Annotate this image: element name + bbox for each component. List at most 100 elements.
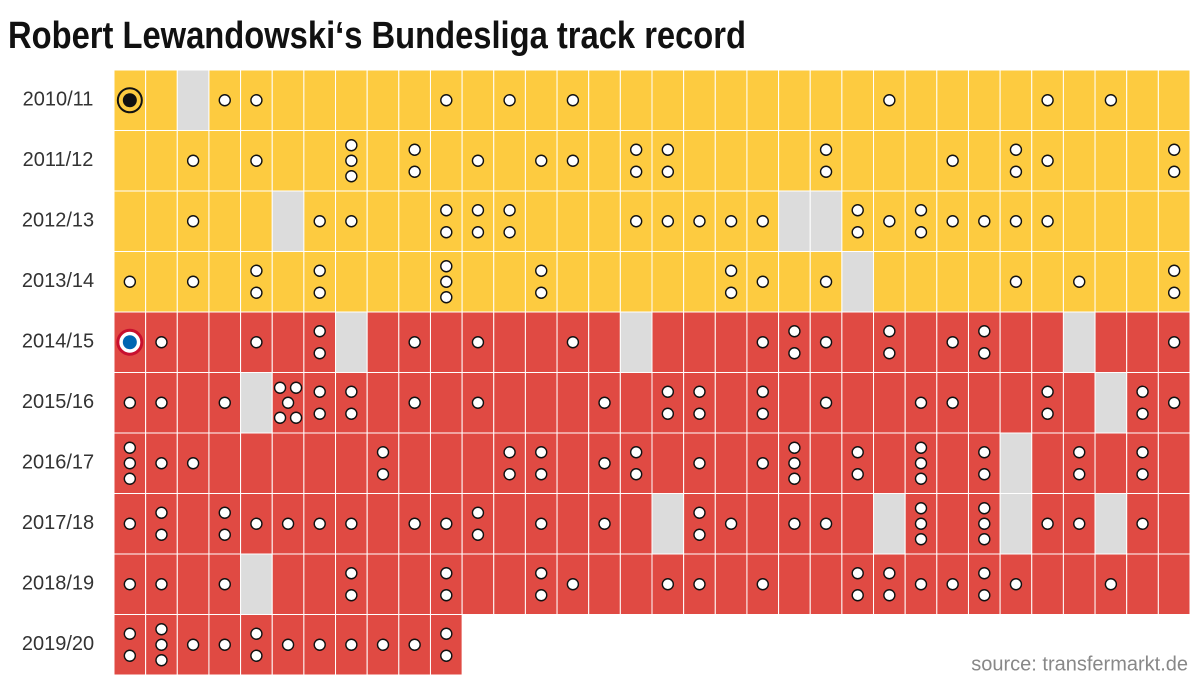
match-cell: [366, 553, 400, 615]
season-label: 2012/13: [22, 210, 94, 232]
goal-dot: [471, 396, 485, 409]
goal-dot: [289, 411, 303, 424]
match-cell: [873, 372, 906, 434]
match-cell: [809, 553, 843, 615]
match-cell: [873, 432, 906, 494]
goal-dot: [756, 215, 769, 228]
match-cell: [651, 251, 685, 313]
match-cell: [461, 251, 495, 313]
goal-dot: [1041, 215, 1054, 228]
goal-dot: [819, 275, 833, 288]
match-cell: [208, 493, 242, 555]
goal-dot: [1136, 407, 1149, 420]
match-cell: [841, 432, 875, 494]
goal-dot: [345, 215, 358, 228]
goal-dot: [408, 396, 421, 409]
season-label: 2019/20: [22, 633, 94, 655]
match-cell: [936, 69, 969, 131]
goal-dot: [693, 506, 706, 519]
goal-dot: [661, 215, 675, 228]
goal-dot: [186, 457, 200, 470]
match-cell: [778, 251, 811, 313]
match-cell: [1031, 372, 1064, 434]
goal-dot: [819, 336, 833, 349]
match-cell: [746, 69, 780, 131]
match-cell: [904, 190, 938, 252]
goal-dot: [978, 325, 991, 338]
match-cell: [398, 190, 431, 252]
goal-dot: [914, 441, 928, 454]
match-cell: [778, 372, 811, 434]
goal-dot: [345, 407, 358, 420]
match-cell: [271, 130, 305, 192]
goal-dot: [535, 567, 548, 580]
goal-dot: [724, 517, 738, 530]
match-cell: [841, 190, 875, 252]
goal-dot: [376, 446, 390, 459]
goal-dot: [1167, 396, 1181, 409]
match-cell: [1062, 69, 1096, 131]
match-cell: [1157, 130, 1191, 192]
match-cell: [873, 130, 906, 192]
goal-dot: [503, 204, 516, 217]
match-cell: [461, 190, 495, 252]
match-cell: [1094, 190, 1128, 252]
match-cell: [493, 251, 526, 313]
match-cell: [208, 432, 242, 494]
match-cell: [683, 372, 716, 434]
goal-dot: [440, 275, 453, 288]
goal-dot: [535, 446, 548, 459]
goal-dot: [408, 638, 421, 651]
match-cell: [303, 69, 337, 131]
goal-dot: [376, 468, 390, 481]
match-cell: [556, 432, 590, 494]
goal-dot: [186, 215, 200, 228]
goal-dot: [1041, 517, 1054, 530]
match-cell: [967, 130, 1001, 192]
match-cell: [335, 553, 368, 615]
goal-dot: [1073, 446, 1086, 459]
match-cell: [461, 432, 495, 494]
goal-dot: [218, 94, 231, 107]
match-cell: [429, 311, 463, 373]
match-cell: [1094, 432, 1128, 494]
goal-dot: [978, 446, 991, 459]
goal-dot: [155, 638, 168, 651]
match-cell: [619, 432, 653, 494]
match-cell: [714, 130, 748, 192]
goal-dot: [471, 528, 485, 541]
goal-dot: [218, 638, 231, 651]
match-cell: [335, 372, 368, 434]
match-cell: [176, 372, 210, 434]
match-cell: [113, 190, 147, 252]
goal-dot: [1136, 385, 1149, 398]
goal-dot: [883, 94, 896, 107]
match-cell: [1062, 553, 1096, 615]
source: source: transfermarkt.de: [971, 653, 1188, 675]
match-cell: [841, 69, 875, 131]
match-cell: [936, 251, 969, 313]
goal-dot: [914, 472, 928, 485]
match-cell: [1126, 372, 1159, 434]
goal-dot: [819, 143, 833, 156]
match-cell: [208, 311, 242, 373]
match-cell: [398, 251, 431, 313]
match-cell: [335, 432, 368, 494]
goal-dot: [914, 396, 928, 409]
season-label: 2013/14: [22, 270, 94, 292]
goal-dot: [123, 441, 137, 454]
missed-cell: [176, 69, 210, 131]
match-cell: [904, 251, 938, 313]
goal-dot: [345, 139, 358, 152]
match-cell: [809, 130, 843, 192]
goal-dot: [155, 578, 168, 591]
goal-dot: [629, 215, 643, 228]
match-cell: [303, 311, 337, 373]
match-cell: [999, 69, 1033, 131]
match-cell: [1031, 251, 1064, 313]
goal-dot: [313, 215, 326, 228]
match-cell: [714, 311, 748, 373]
goal-dot: [661, 165, 675, 178]
goal-dot: [661, 385, 675, 398]
match-cell: [366, 432, 400, 494]
